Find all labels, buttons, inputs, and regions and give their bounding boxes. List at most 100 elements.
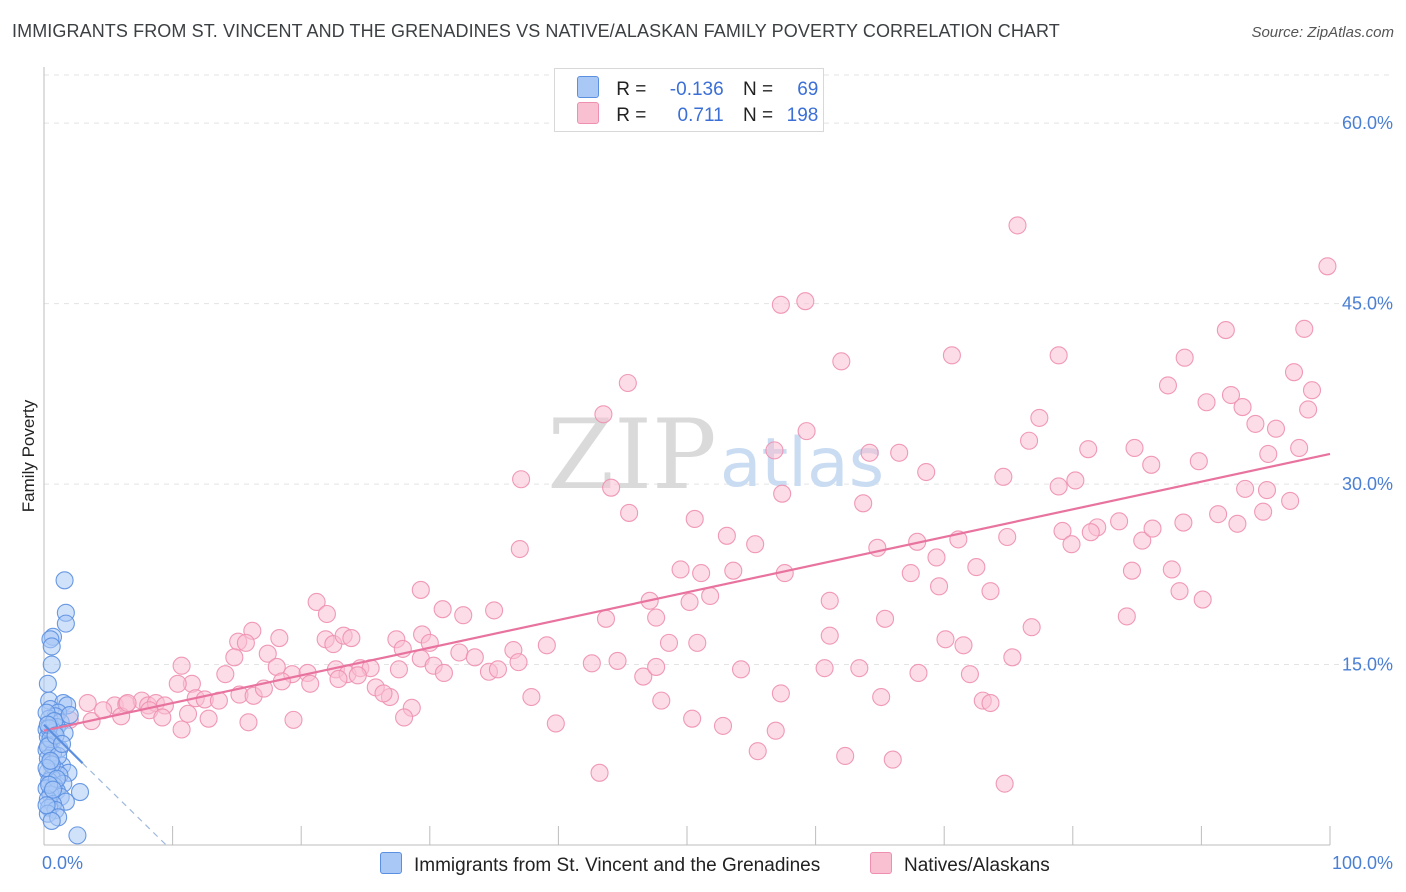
natives-point xyxy=(1216,321,1235,340)
natives-point xyxy=(620,503,639,522)
natives-point xyxy=(981,582,1000,601)
natives-point xyxy=(1020,431,1039,450)
natives-point xyxy=(717,526,736,545)
natives-trend-line xyxy=(43,452,1331,732)
natives-point xyxy=(465,648,484,667)
natives-point xyxy=(960,665,979,684)
legend-row-natives: R = 0.711 N = 198 xyxy=(577,102,818,126)
natives-point xyxy=(522,687,541,707)
natives-point xyxy=(342,629,361,648)
natives-point xyxy=(771,684,790,703)
natives-point xyxy=(1284,363,1304,382)
natives-point xyxy=(1170,582,1189,601)
natives-point xyxy=(850,659,869,678)
natives-point xyxy=(1228,514,1247,533)
natives-point xyxy=(225,648,244,667)
natives-point xyxy=(433,600,452,619)
natives-point xyxy=(1133,531,1152,550)
natives-point xyxy=(995,774,1014,793)
natives-point xyxy=(836,746,855,766)
natives-point xyxy=(1281,491,1300,510)
natives-point xyxy=(748,742,767,761)
tick-labels: 15.0% 30.0% 45.0% 60.0% 0.0% 100.0% xyxy=(42,113,1393,873)
natives-point xyxy=(594,405,613,424)
natives-point xyxy=(153,708,172,727)
natives-point xyxy=(284,710,303,729)
natives-point xyxy=(1117,607,1136,626)
legend-r-value: 0.711 xyxy=(677,105,724,126)
natives-point xyxy=(1030,408,1049,427)
natives-point xyxy=(671,560,690,579)
legend-r-value: -0.136 xyxy=(669,79,724,100)
y-tick-label: 30.0% xyxy=(1342,474,1393,494)
natives-point xyxy=(618,373,637,393)
y-axis-label: Family Poverty xyxy=(19,399,38,512)
natives-point xyxy=(688,633,707,652)
natives-point xyxy=(178,704,198,723)
natives-point xyxy=(1236,479,1255,498)
natives-point xyxy=(942,346,961,365)
natives-point xyxy=(509,653,528,672)
natives-point xyxy=(652,691,671,710)
natives-point xyxy=(454,606,473,625)
natives-point xyxy=(348,666,367,685)
natives-point xyxy=(1003,648,1022,667)
natives-point xyxy=(1049,477,1068,496)
natives-point xyxy=(765,441,784,460)
natives-point xyxy=(434,663,453,683)
natives-point xyxy=(701,586,720,606)
natives-point xyxy=(582,654,601,673)
natives-point xyxy=(590,763,609,782)
legend-r-label: R = xyxy=(616,79,647,100)
immigrants-point xyxy=(42,655,61,674)
natives-point xyxy=(512,470,531,489)
natives-point xyxy=(797,422,816,441)
natives-point xyxy=(270,629,289,648)
natives-point xyxy=(485,601,504,620)
natives-point xyxy=(659,633,679,652)
natives-point xyxy=(731,660,751,679)
natives-point xyxy=(1110,512,1129,531)
bottom-legend-immigrants: Immigrants from St. Vincent and the Gren… xyxy=(380,852,820,877)
natives-point xyxy=(239,713,258,732)
natives-point xyxy=(168,674,187,693)
natives-point xyxy=(1197,393,1216,412)
natives-point xyxy=(680,592,699,612)
natives-point xyxy=(766,721,785,740)
immigrants-point xyxy=(70,783,90,802)
natives-point xyxy=(199,709,218,728)
natives-point xyxy=(647,657,666,676)
immigrants-point xyxy=(68,826,87,845)
natives-point xyxy=(1209,505,1228,524)
natives-point xyxy=(1122,561,1142,580)
bottom-legend-swatch-blue xyxy=(380,852,402,874)
natives-point xyxy=(546,714,565,733)
natives-point xyxy=(1143,519,1162,538)
natives-point xyxy=(307,592,326,612)
natives-point xyxy=(1162,560,1181,579)
natives-point xyxy=(936,630,955,649)
natives-point xyxy=(1174,513,1193,532)
x-tick-label: 100.0% xyxy=(1332,853,1393,873)
natives-point xyxy=(685,509,704,529)
natives-point xyxy=(1189,452,1208,471)
natives-point xyxy=(967,558,986,577)
immigrants-point xyxy=(38,674,57,693)
legend-n-label: N = xyxy=(742,105,774,126)
natives-point xyxy=(927,548,946,567)
natives-point xyxy=(692,564,711,583)
natives-point xyxy=(596,609,616,628)
natives-point xyxy=(1062,535,1081,554)
natives-point xyxy=(1302,381,1322,400)
natives-point xyxy=(1259,444,1278,464)
natives-point xyxy=(510,539,529,559)
immigrants-trend-line xyxy=(43,723,84,764)
legend-n-label: N = xyxy=(742,79,774,100)
natives-point xyxy=(1022,618,1041,637)
natives-point xyxy=(374,684,393,703)
natives-point xyxy=(1081,523,1100,542)
natives-point xyxy=(172,720,191,739)
natives-point xyxy=(796,292,815,311)
natives-point xyxy=(1254,502,1273,521)
natives-point xyxy=(301,674,320,693)
